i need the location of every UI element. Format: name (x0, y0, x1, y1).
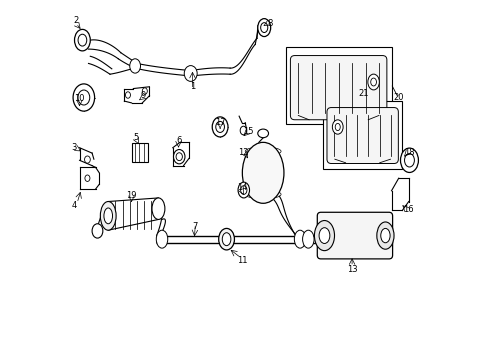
Text: 12: 12 (237, 148, 248, 157)
Text: 5: 5 (133, 133, 139, 142)
Text: 16: 16 (403, 205, 413, 214)
Text: 4: 4 (71, 201, 77, 210)
Ellipse shape (240, 126, 246, 135)
Ellipse shape (400, 148, 418, 172)
Ellipse shape (173, 149, 184, 164)
Ellipse shape (100, 202, 116, 230)
Ellipse shape (380, 228, 389, 243)
Ellipse shape (142, 88, 147, 94)
Text: 15: 15 (243, 127, 254, 136)
Text: 11: 11 (237, 256, 247, 265)
Text: 1: 1 (189, 82, 195, 91)
Ellipse shape (73, 84, 94, 111)
Bar (131, 143, 147, 162)
Ellipse shape (212, 117, 227, 137)
Ellipse shape (335, 123, 340, 131)
Ellipse shape (294, 230, 305, 248)
Text: 20: 20 (393, 93, 403, 102)
Ellipse shape (125, 92, 130, 98)
Text: 9: 9 (141, 91, 146, 100)
Ellipse shape (184, 66, 197, 81)
Text: 2: 2 (73, 16, 79, 25)
Ellipse shape (404, 154, 413, 167)
FancyBboxPatch shape (326, 108, 398, 163)
Text: 13: 13 (346, 265, 357, 274)
Ellipse shape (257, 19, 270, 37)
Ellipse shape (176, 153, 182, 161)
Bar (285, 47, 391, 125)
Ellipse shape (319, 228, 329, 243)
Ellipse shape (314, 221, 334, 251)
Ellipse shape (302, 230, 313, 248)
Text: 8: 8 (266, 19, 272, 28)
Ellipse shape (92, 224, 102, 238)
Ellipse shape (257, 129, 268, 138)
Ellipse shape (215, 121, 224, 132)
Ellipse shape (218, 228, 234, 250)
Ellipse shape (260, 23, 267, 32)
FancyBboxPatch shape (290, 55, 386, 120)
Ellipse shape (242, 142, 284, 203)
Ellipse shape (104, 208, 112, 224)
Ellipse shape (332, 120, 343, 134)
Text: 21: 21 (358, 89, 368, 98)
Ellipse shape (78, 34, 86, 46)
Text: 3: 3 (71, 143, 77, 152)
Ellipse shape (367, 74, 379, 90)
Ellipse shape (238, 182, 249, 198)
Text: 18: 18 (403, 148, 414, 157)
Text: 14: 14 (236, 183, 247, 192)
Ellipse shape (85, 175, 90, 181)
Bar (323, 101, 402, 169)
Ellipse shape (222, 230, 234, 248)
FancyBboxPatch shape (317, 212, 392, 259)
Ellipse shape (156, 230, 167, 248)
Text: 6: 6 (176, 136, 182, 145)
Text: 19: 19 (126, 190, 137, 199)
Ellipse shape (222, 233, 230, 246)
Ellipse shape (74, 30, 90, 51)
Ellipse shape (78, 90, 90, 105)
Ellipse shape (152, 198, 164, 220)
Text: 10: 10 (74, 94, 84, 103)
Ellipse shape (376, 222, 393, 249)
Ellipse shape (84, 156, 90, 163)
Ellipse shape (129, 59, 140, 73)
Ellipse shape (370, 78, 376, 86)
Ellipse shape (240, 186, 246, 194)
Text: 7: 7 (192, 222, 198, 231)
Text: 17: 17 (214, 118, 225, 127)
